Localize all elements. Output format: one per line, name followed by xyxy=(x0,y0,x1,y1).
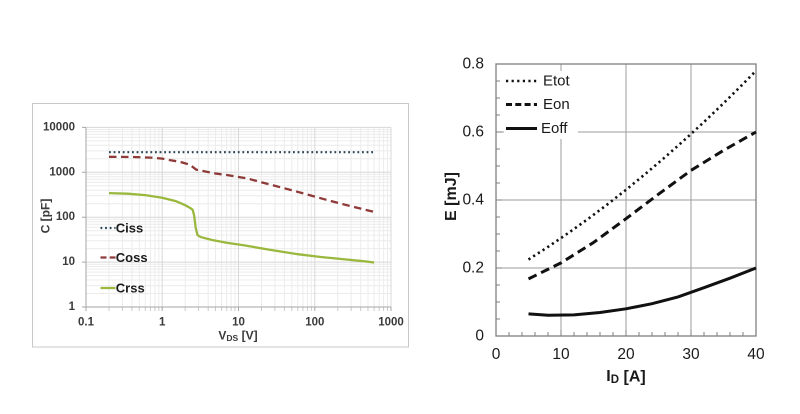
svg-text:E [mJ]: E [mJ] xyxy=(443,172,460,221)
svg-text:0.8: 0.8 xyxy=(462,56,484,73)
svg-text:Eoff: Eoff xyxy=(541,120,568,137)
svg-text:0.1: 0.1 xyxy=(78,317,95,329)
svg-text:Eon: Eon xyxy=(543,96,570,113)
svg-text:10: 10 xyxy=(232,317,245,329)
svg-text:0.4: 0.4 xyxy=(462,192,484,209)
svg-text:0.6: 0.6 xyxy=(462,124,484,141)
svg-text:0.2: 0.2 xyxy=(462,260,484,277)
svg-text:1000: 1000 xyxy=(378,317,404,329)
svg-text:0: 0 xyxy=(475,328,484,345)
svg-text:1: 1 xyxy=(159,317,166,329)
svg-text:Coss: Coss xyxy=(116,250,148,265)
svg-text:10: 10 xyxy=(552,346,570,363)
svg-text:40: 40 xyxy=(747,346,765,363)
svg-text:Crss: Crss xyxy=(116,281,145,296)
svg-text:1: 1 xyxy=(69,301,76,313)
svg-text:C [pF]: C [pF] xyxy=(39,199,53,234)
svg-text:30: 30 xyxy=(682,346,700,363)
svg-text:0: 0 xyxy=(492,346,501,363)
svg-text:10000: 10000 xyxy=(43,121,75,133)
svg-text:10: 10 xyxy=(62,256,75,268)
svg-text:100: 100 xyxy=(56,211,75,223)
svg-text:Ciss: Ciss xyxy=(116,221,143,236)
svg-text:100: 100 xyxy=(305,317,324,329)
svg-text:20: 20 xyxy=(617,346,635,363)
svg-text:Etot: Etot xyxy=(543,73,571,90)
svg-text:VDS [V]: VDS [V] xyxy=(218,329,257,344)
svg-text:1000: 1000 xyxy=(49,166,75,178)
